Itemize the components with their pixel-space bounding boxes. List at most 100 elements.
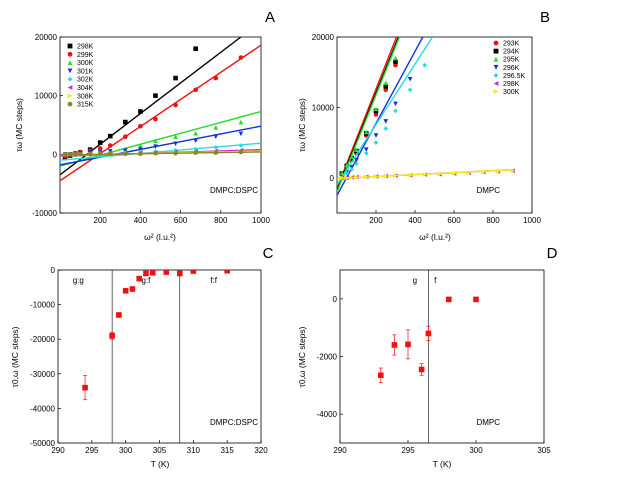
data-point	[193, 87, 198, 93]
data-point	[373, 133, 379, 138]
data-point	[122, 287, 129, 294]
y-axis-label: τω (MC steps)	[297, 98, 307, 152]
data-point	[446, 296, 452, 303]
legend-label: 296K	[503, 65, 520, 72]
data-point	[344, 162, 350, 168]
x-tick-label: 315	[220, 446, 234, 455]
x-tick-label: 400	[408, 216, 422, 225]
data-point	[153, 144, 158, 150]
data-point	[67, 152, 73, 157]
legend-label: 304K	[77, 85, 94, 92]
x-tick-label: 295	[85, 446, 99, 455]
data-point	[193, 130, 198, 136]
y-tick-label: -2000	[317, 353, 338, 362]
data-point	[373, 174, 379, 179]
data-point	[363, 150, 369, 156]
data-point	[373, 112, 379, 117]
data-point	[354, 161, 359, 167]
plot-frame	[339, 269, 545, 444]
x-axis-label: ω² (l.u.²)	[419, 232, 451, 242]
legend-label: 298K	[503, 81, 520, 88]
data-point	[363, 174, 369, 180]
data-point	[138, 151, 143, 157]
legend-marker	[67, 93, 73, 99]
y-tick-label: -10000	[30, 301, 55, 310]
data-point	[173, 147, 178, 153]
legend-label: 294K	[503, 49, 520, 56]
data-point	[393, 62, 398, 68]
data-point	[107, 133, 113, 139]
x-axis-label: T (K)	[433, 459, 452, 469]
data-point	[177, 270, 183, 277]
data-point	[138, 143, 143, 148]
data-point	[193, 150, 198, 155]
data-point	[138, 123, 143, 129]
x-tick-label: 305	[537, 446, 551, 455]
data-point	[393, 108, 398, 114]
data-point	[238, 131, 244, 137]
x-tick-label: 295	[401, 446, 415, 455]
data-point	[97, 151, 103, 157]
y-axis-label: τω (MC steps)	[14, 98, 24, 152]
legend-marker	[493, 48, 499, 54]
series-296.5K	[337, 37, 434, 186]
data-point	[383, 119, 389, 124]
plot-frame	[336, 36, 533, 214]
y-tick-label: 0	[51, 266, 56, 275]
data-point	[451, 171, 457, 176]
panel-annotation: DMPC:DSPC	[210, 418, 258, 427]
data-point	[97, 140, 103, 145]
data-point	[425, 330, 432, 337]
data-point	[437, 171, 442, 177]
data-point	[383, 83, 389, 89]
x-tick-label: 600	[447, 216, 461, 225]
data-point	[136, 275, 142, 282]
data-point	[407, 87, 413, 93]
fit-line	[60, 151, 261, 156]
x-tick-label: 290	[333, 446, 347, 455]
y-axis-label: τ0,ω (MC steps)	[297, 326, 307, 387]
x-axis-label: T (K)	[151, 459, 170, 469]
data-point	[354, 157, 359, 163]
data-point	[153, 138, 158, 144]
data-point	[354, 147, 359, 152]
data-point	[213, 75, 219, 81]
panel-letter: A	[265, 9, 275, 26]
legend-label: 308K	[77, 93, 94, 100]
data-point	[238, 149, 244, 155]
y-tick-label: -10000	[32, 209, 57, 218]
region-label: g:f	[142, 276, 152, 285]
data-point	[72, 152, 78, 157]
y-tick-label: 0	[333, 295, 338, 304]
legend-label: 300K	[77, 60, 94, 67]
data-point	[213, 150, 219, 155]
panel-letter: C	[263, 245, 274, 262]
data-point	[344, 175, 350, 181]
data-point	[393, 55, 398, 61]
plot-marks	[378, 296, 479, 383]
plot-frame	[59, 36, 262, 214]
data-point	[407, 173, 413, 178]
data-point	[190, 270, 197, 274]
y-tick-label: 10000	[312, 103, 335, 112]
series-0	[82, 270, 230, 401]
data-point	[173, 134, 178, 140]
data-point	[213, 125, 219, 130]
y-tick-label: -20000	[30, 335, 55, 344]
data-point	[153, 116, 158, 122]
fit-line	[337, 37, 434, 186]
data-point	[418, 366, 425, 373]
y-tick-label: -50000	[30, 439, 55, 448]
region-label: f	[434, 276, 437, 285]
data-point	[407, 76, 413, 82]
series-296K	[337, 37, 424, 196]
y-tick-label: 10000	[35, 92, 58, 101]
x-tick-label: 300	[119, 446, 133, 455]
x-tick-label: 310	[187, 446, 201, 455]
legend-label: 295K	[503, 57, 520, 64]
data-point	[153, 93, 158, 98]
panel-annotation: DMPC:DSPC	[210, 186, 258, 195]
data-point	[129, 286, 136, 292]
